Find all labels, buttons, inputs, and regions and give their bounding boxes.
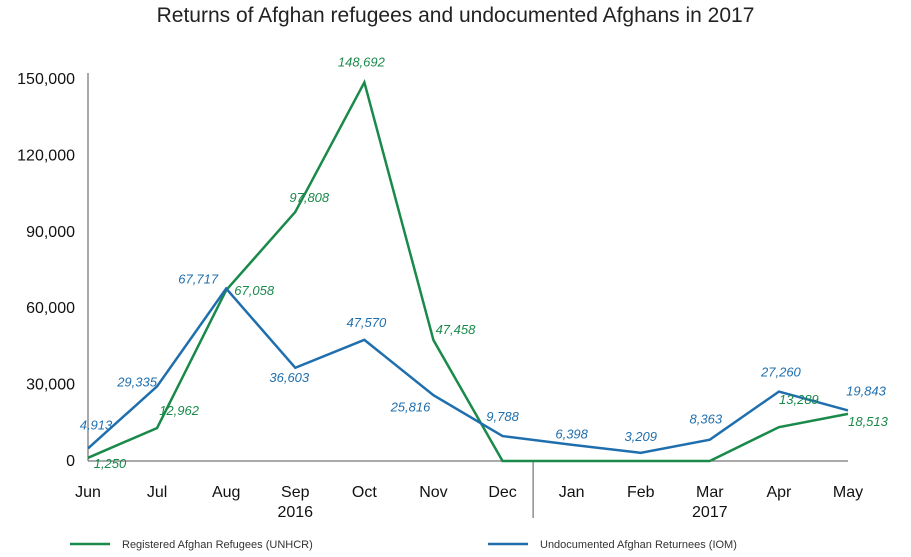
data-label-iom: 3,209: [624, 429, 657, 444]
x-tick-label: Sep: [281, 484, 310, 501]
data-label-iom: 9,788: [486, 409, 519, 424]
series-line-unhcr: [87, 78, 849, 463]
y-tick-label: 90,000: [26, 224, 75, 241]
data-label-iom: 6,398: [555, 427, 588, 442]
data-label-unhcr: 47,458: [436, 322, 477, 337]
x-tick-label: Jul: [147, 484, 167, 501]
data-label-iom: 27,260: [760, 365, 802, 380]
year-label: 2017: [692, 504, 728, 521]
x-tick-label: Aug: [212, 484, 240, 501]
data-label-unhcr: 18,513: [848, 414, 889, 429]
y-tick-label: 120,000: [17, 147, 75, 164]
x-tick-label: Jan: [559, 484, 585, 501]
x-tick-label: Nov: [419, 484, 447, 501]
legend-label: Undocumented Afghan Returnees (IOM): [540, 539, 737, 551]
data-label-iom: 29,335: [116, 374, 158, 389]
data-label-iom: 8,363: [690, 412, 723, 427]
data-label-iom: 25,816: [390, 399, 432, 414]
data-label-iom: 4,913: [80, 417, 113, 432]
chart-title: Returns of Afghan refugees and undocumen…: [156, 4, 755, 27]
data-label-unhcr: 1,250: [94, 456, 127, 471]
data-label-unhcr: 148,692: [338, 54, 386, 69]
data-label-iom: 19,843: [846, 383, 887, 398]
y-tick-label: 0: [66, 453, 75, 470]
x-tick-label: Jun: [75, 484, 101, 501]
x-tick-label: Apr: [766, 484, 792, 501]
data-label-unhcr: 12,962: [159, 403, 200, 418]
data-label-unhcr: 97,808: [289, 190, 330, 205]
legend-label: Registered Afghan Refugees (UNHCR): [122, 539, 313, 551]
data-label-iom: 67,717: [178, 272, 219, 287]
series-line-iom: [87, 286, 849, 455]
year-label: 2016: [277, 504, 313, 521]
x-tick-label: Mar: [696, 484, 724, 501]
data-label-iom: 36,603: [269, 370, 310, 385]
x-tick-label: Feb: [627, 484, 655, 501]
x-tick-label: May: [833, 484, 863, 501]
y-tick-label: 150,000: [17, 71, 75, 88]
x-tick-label: Dec: [488, 484, 516, 501]
y-tick-label: 30,000: [26, 377, 75, 394]
x-tick-label: Oct: [352, 484, 377, 501]
data-label-unhcr: 13,289: [779, 392, 819, 407]
data-label-iom: 47,570: [346, 315, 387, 330]
y-tick-label: 60,000: [26, 300, 75, 317]
data-label-unhcr: 67,058: [234, 283, 275, 298]
